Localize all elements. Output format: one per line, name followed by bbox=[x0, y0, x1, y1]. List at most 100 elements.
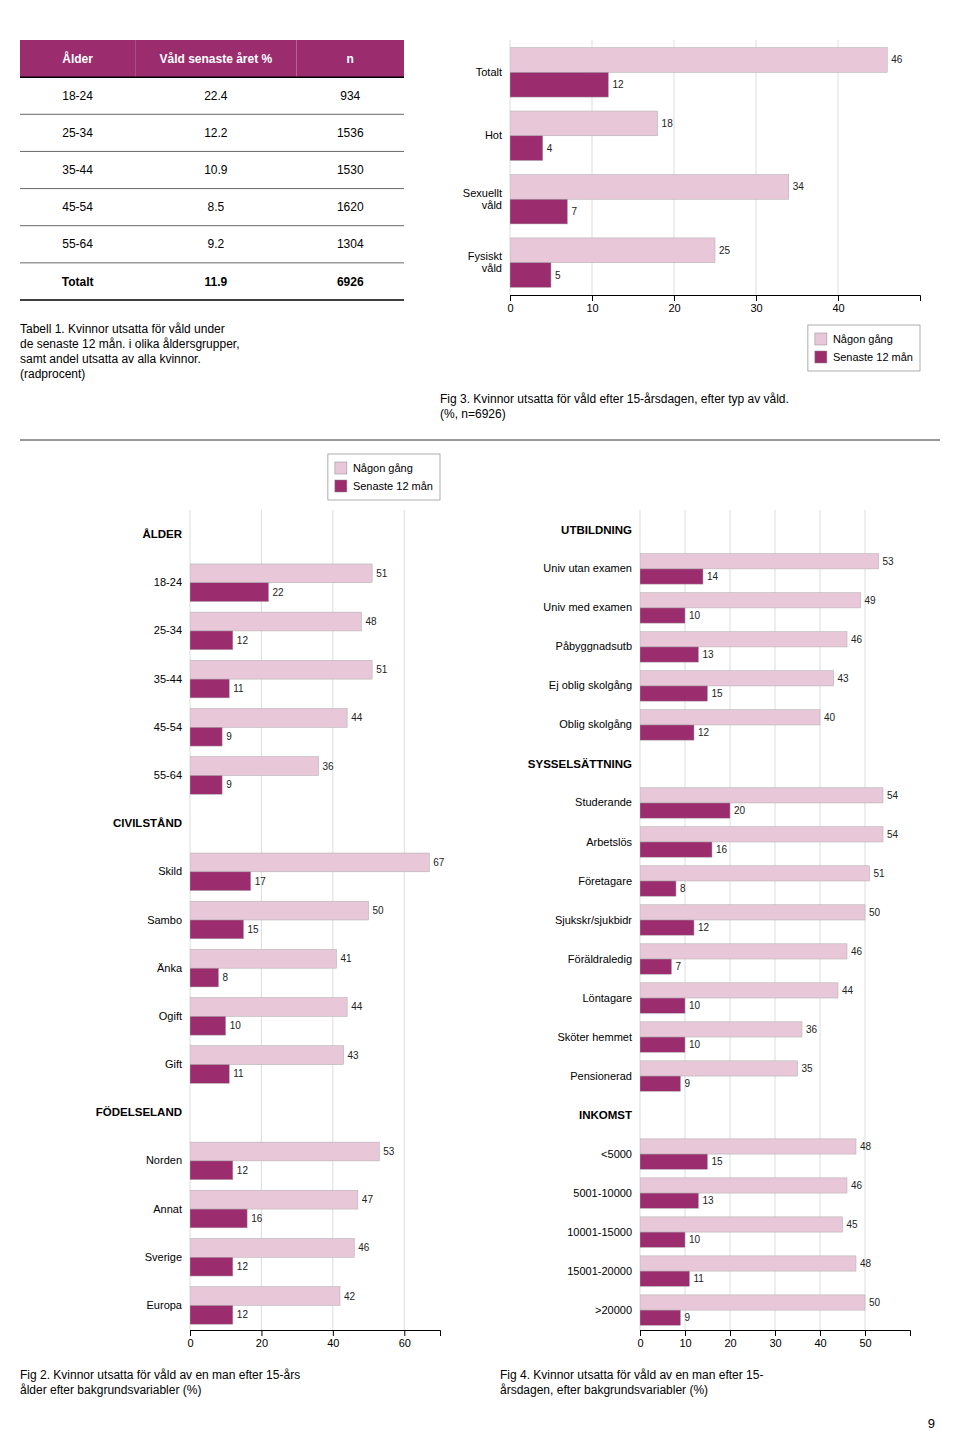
legend-box bbox=[808, 325, 920, 371]
category-label: Änka bbox=[157, 962, 183, 974]
table-cell: 8.5 bbox=[207, 200, 224, 214]
tick: Ogift bbox=[159, 1010, 190, 1022]
data-label: 9 bbox=[226, 731, 232, 742]
data-label: 12 bbox=[237, 1309, 249, 1320]
data-label: 10 bbox=[689, 1000, 701, 1011]
category-label: 55-64 bbox=[154, 769, 182, 781]
data-label: 4 bbox=[547, 143, 553, 154]
bar bbox=[510, 111, 658, 136]
tick: Pensionerad bbox=[570, 1070, 640, 1082]
category-label: Gift bbox=[165, 1058, 182, 1070]
table-header: Ålder bbox=[62, 51, 93, 66]
category-label: Sköter hemmet bbox=[557, 1031, 632, 1043]
tick: Löntagare bbox=[582, 992, 640, 1004]
category-label: Ogift bbox=[159, 1010, 182, 1022]
grid bbox=[640, 510, 865, 1330]
category-label: 25-34 bbox=[154, 624, 182, 636]
bar bbox=[190, 631, 233, 650]
data-label: 10 bbox=[689, 610, 701, 621]
tick-label: 20 bbox=[256, 1337, 268, 1349]
bars bbox=[510, 48, 887, 288]
bar bbox=[640, 842, 712, 857]
tick: Univ med examen bbox=[543, 601, 640, 613]
table-cell: 1304 bbox=[337, 237, 364, 251]
tick: Oblig skolgång bbox=[559, 718, 640, 730]
category-label: Sverige bbox=[145, 1251, 182, 1263]
data-label: 11 bbox=[233, 1068, 244, 1079]
bar bbox=[640, 983, 838, 998]
data-label: 43 bbox=[348, 1050, 360, 1061]
data-labels: 5148514436675041444353474642221211991715… bbox=[223, 568, 445, 1320]
bar bbox=[510, 199, 567, 224]
bar bbox=[190, 727, 222, 746]
data-label: 44 bbox=[351, 1001, 363, 1012]
data-label: 46 bbox=[851, 946, 863, 957]
bar bbox=[640, 671, 834, 686]
bar bbox=[640, 827, 883, 842]
tick-label: 30 bbox=[750, 302, 762, 314]
bar bbox=[640, 1310, 681, 1325]
tick: Norden bbox=[146, 1154, 190, 1166]
data-label: 46 bbox=[891, 54, 903, 65]
bar bbox=[190, 660, 372, 679]
table: ÅlderVåld senaste året %n18-2422.493425-… bbox=[20, 40, 404, 300]
table-cell: 1620 bbox=[337, 200, 364, 214]
category-label: 35-44 bbox=[154, 673, 182, 685]
tick: 50 bbox=[859, 1330, 871, 1349]
tick-mark bbox=[640, 1330, 641, 1336]
data-label: 11 bbox=[233, 683, 244, 694]
data-label: 8 bbox=[223, 972, 229, 983]
grid bbox=[510, 40, 838, 295]
data-label: 46 bbox=[851, 1180, 863, 1191]
bar bbox=[640, 593, 861, 608]
data-label: 5 bbox=[555, 270, 561, 281]
bars bbox=[190, 564, 429, 1324]
bar bbox=[190, 1305, 233, 1324]
bar bbox=[190, 775, 222, 794]
tick: Ej oblig skolgång bbox=[549, 679, 640, 691]
data-label: 9 bbox=[226, 779, 232, 790]
data-label: 13 bbox=[703, 1195, 715, 1206]
bar bbox=[640, 554, 879, 569]
y-axis: ÅLDER18-2425-3435-4445-5455-64CIVILSTÅND… bbox=[96, 528, 190, 1311]
tick-label: 0 bbox=[507, 302, 513, 314]
legend-label: Någon gång bbox=[833, 333, 893, 345]
tick-label: 10 bbox=[586, 302, 598, 314]
data-label: 47 bbox=[362, 1194, 374, 1205]
tick-label: 40 bbox=[832, 302, 844, 314]
table-rule bbox=[20, 299, 404, 301]
data-label: 40 bbox=[824, 712, 836, 723]
data-label: 36 bbox=[806, 1024, 818, 1035]
bar bbox=[190, 1209, 247, 1228]
data-label: 67 bbox=[433, 857, 445, 868]
tick: 5001-10000 bbox=[573, 1187, 640, 1199]
data-label: 10 bbox=[230, 1020, 242, 1031]
table-rule bbox=[20, 225, 404, 226]
tick-mark bbox=[685, 1330, 686, 1336]
bar bbox=[640, 1061, 798, 1076]
tick-mark bbox=[838, 295, 839, 301]
tick-mark bbox=[756, 295, 757, 301]
tick: 18-24 bbox=[154, 576, 190, 588]
bar bbox=[510, 72, 608, 97]
data-label: 12 bbox=[698, 922, 710, 933]
table-cell: 9.2 bbox=[207, 237, 224, 251]
section-header: FÖDELSELAND bbox=[96, 1106, 182, 1118]
divider bbox=[20, 440, 940, 441]
table-cell: 18-24 bbox=[62, 89, 93, 103]
data-label: 36 bbox=[323, 761, 335, 772]
tick-label: 50 bbox=[859, 1337, 871, 1349]
legend-swatch bbox=[815, 351, 827, 363]
data-label: 51 bbox=[874, 868, 886, 879]
tick: Europa bbox=[147, 1299, 190, 1311]
tick: Föräldraledig bbox=[568, 953, 640, 965]
tick: 40 bbox=[832, 295, 844, 314]
data-label: 48 bbox=[860, 1141, 872, 1152]
table-cell: 10.9 bbox=[204, 163, 228, 177]
data-label: 48 bbox=[365, 616, 377, 627]
tick: 35-44 bbox=[154, 673, 190, 685]
legend-label: Någon gång bbox=[353, 462, 413, 474]
tick: CIVILSTÅND bbox=[113, 817, 190, 829]
table-header: n bbox=[347, 52, 354, 66]
data-label: 53 bbox=[883, 556, 895, 567]
